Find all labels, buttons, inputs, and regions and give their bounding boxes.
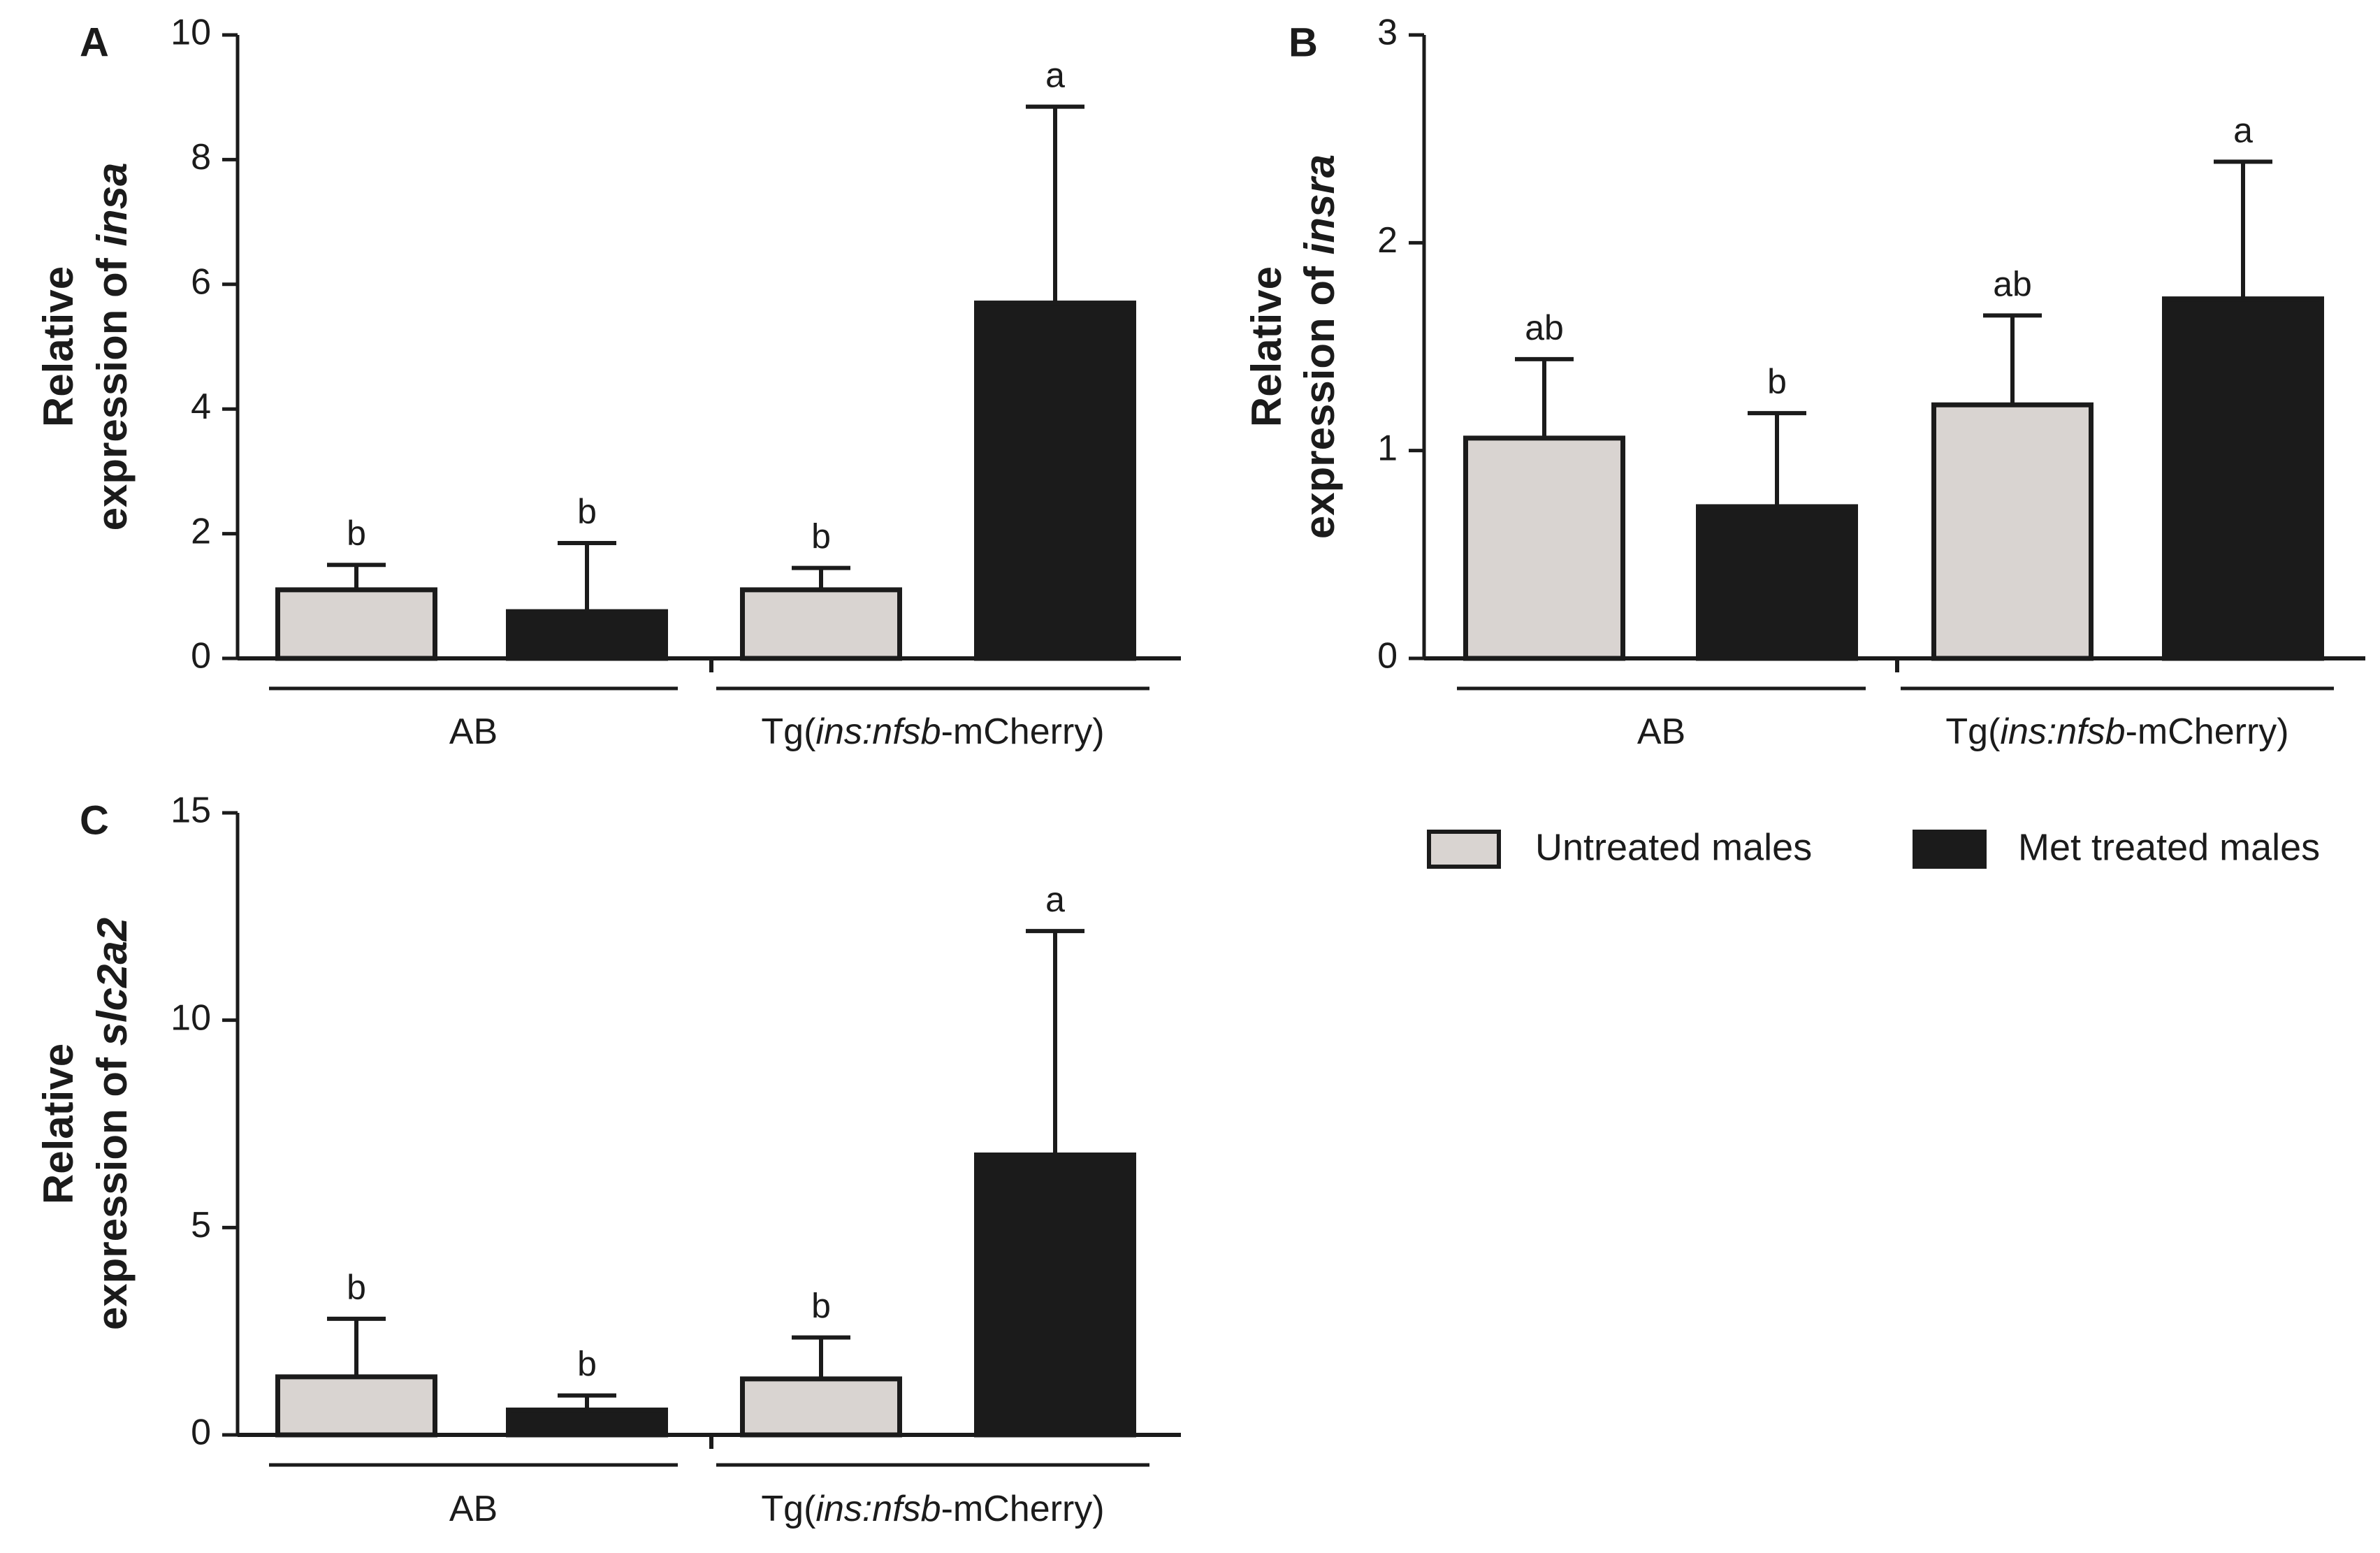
y-tick-label: 3 [1377,13,1398,53]
bar-met-treated [974,1153,1136,1438]
significance-label: a [1045,880,1065,919]
y-axis-title-line2: expression of slc2a2 [89,918,136,1330]
significance-label: b [577,492,597,531]
y-tick-label: 10 [170,997,211,1038]
label-part: Tg( [761,1489,816,1529]
panel-letter: A [80,20,109,65]
significance-label: a [2233,110,2253,150]
y-axis-title-line1: Relative [35,266,82,427]
y-tick-label: 0 [191,636,211,677]
legend-label: Untreated males [1535,826,1812,868]
label-part: Tg( [761,712,816,752]
legend-swatch-untreated [1427,830,1501,869]
bar-untreated [275,587,437,661]
panel-letter: B [1289,20,1318,65]
significance-label: b [811,517,831,556]
label-part: insa [89,163,136,247]
group-label: Tg(ins:nfsb-mCherry) [761,712,1104,752]
bar-untreated [740,587,902,661]
group-label: AB [449,712,498,752]
group-label: AB [449,1489,498,1529]
y-tick-label: 4 [191,387,211,427]
bar-untreated [1931,402,2094,661]
significance-label: b [577,1345,597,1384]
significance-label: b [347,514,366,553]
y-tick-label: 0 [191,1413,211,1453]
y-axis-title-line2: expression of insra [1296,154,1343,539]
y-tick-label: 6 [191,262,211,303]
y-tick-label: 15 [170,790,211,831]
chart-panel-c: C Relative expression of slc2a2 0 5 10 15 b b b a A… [35,790,1181,1529]
bar-met-treated [974,301,1136,661]
label-part: AB [449,1489,498,1529]
panel-letter: C [80,797,109,843]
label-part: ins:nfsb [815,1489,941,1529]
y-tick-label: 0 [1377,636,1398,677]
bar-met-treated [506,609,668,661]
significance-label: b [1767,362,1787,401]
label-part: slc2a2 [89,918,136,1046]
y-tick-label: 2 [191,511,211,551]
label-part: expression of [89,247,136,531]
label-part: expression of [1296,254,1343,539]
label-part: AB [1637,712,1685,752]
label-part: -mCherry) [941,712,1105,752]
label-part: ins:nfsb [2000,712,2125,752]
bar-met-treated [1696,504,1858,661]
legend-swatch-met-treated [1913,830,1987,869]
legend-label: Met treated males [2018,826,2320,868]
significance-label: b [347,1268,366,1307]
significance-label: b [811,1287,831,1326]
y-axis-title-line1: Relative [1243,266,1290,427]
chart-panel-a: A Relative expression of insa 0 2 4 6 8 10 b b b a AB… [35,13,1181,752]
y-axis-title-line2: expression of insa [89,163,136,531]
bar-met-treated [506,1407,668,1438]
label-part: ins:nfsb [815,712,941,752]
label-part: expression of [89,1046,136,1330]
group-label: AB [1637,712,1685,752]
significance-label: ab [1993,264,2032,303]
bar-untreated [1463,435,1625,661]
label-part: -mCherry) [2126,712,2289,752]
chart-panel-b: B Relative expression of insra 0 1 2 3 ab b ab a AB… [1243,13,2365,752]
y-tick-label: 10 [170,13,211,53]
group-label: Tg(ins:nfsb-mCherry) [761,1489,1104,1529]
label-part: insra [1296,154,1343,254]
group-label: Tg(ins:nfsb-mCherry) [1945,712,2288,752]
y-tick-label: 5 [191,1205,211,1245]
bar-untreated [740,1376,902,1438]
legend: Untreated males Met treated males [1427,826,2320,869]
y-tick-label: 2 [1377,220,1398,261]
significance-label: a [1045,56,1065,95]
y-tick-label: 1 [1377,428,1398,468]
y-tick-label: 8 [191,137,211,178]
label-part: Tg( [1945,712,2001,752]
y-axis-title-line1: Relative [35,1043,82,1204]
significance-label: ab [1525,308,1564,347]
label-part: AB [449,712,498,752]
bar-met-treated [2162,296,2324,661]
label-part: -mCherry) [941,1489,1105,1529]
bar-untreated [275,1374,437,1438]
